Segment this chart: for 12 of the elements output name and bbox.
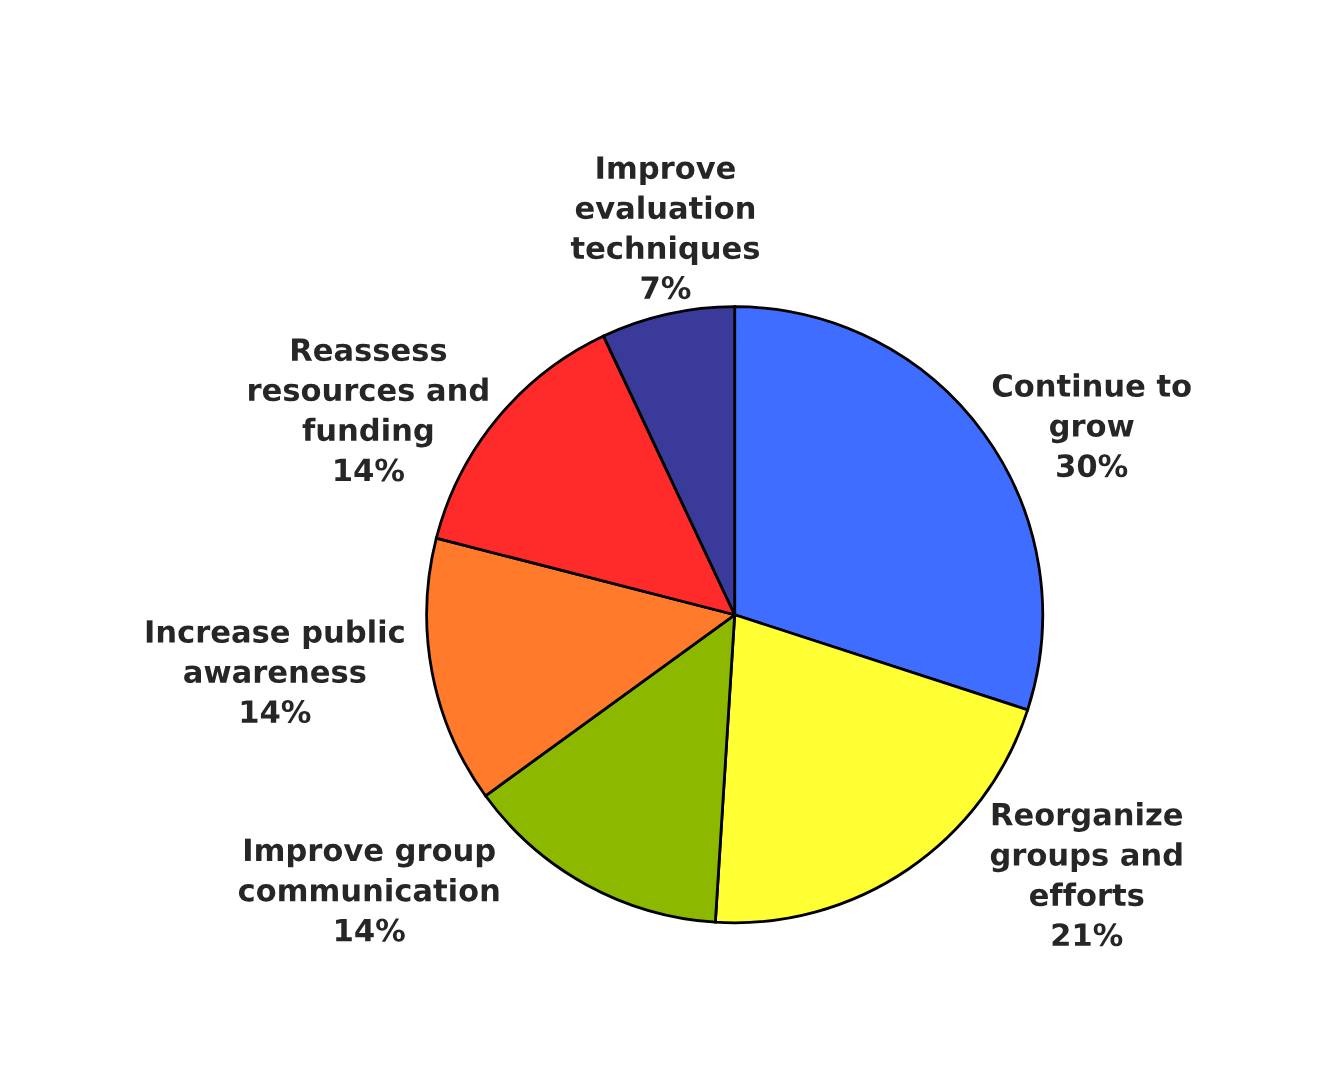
data-label: 14% bbox=[335, 458, 404, 482]
slice-label: Improve group communication bbox=[238, 838, 499, 902]
data-label: 21% bbox=[1052, 923, 1123, 947]
slice-label: Reassess resources and funding bbox=[249, 338, 488, 448]
slice-label: Reorganize groups and efforts bbox=[990, 802, 1183, 907]
slice-label: Improve evaluation techniques bbox=[570, 156, 760, 266]
data-label: 14% bbox=[336, 918, 405, 942]
data-label: 7% bbox=[641, 276, 691, 300]
slice-label: Continue to grow bbox=[992, 373, 1191, 444]
data-label: 14% bbox=[241, 699, 311, 724]
data-label: 30% bbox=[1057, 454, 1128, 478]
slice-label: Increase public awareness bbox=[146, 619, 404, 684]
